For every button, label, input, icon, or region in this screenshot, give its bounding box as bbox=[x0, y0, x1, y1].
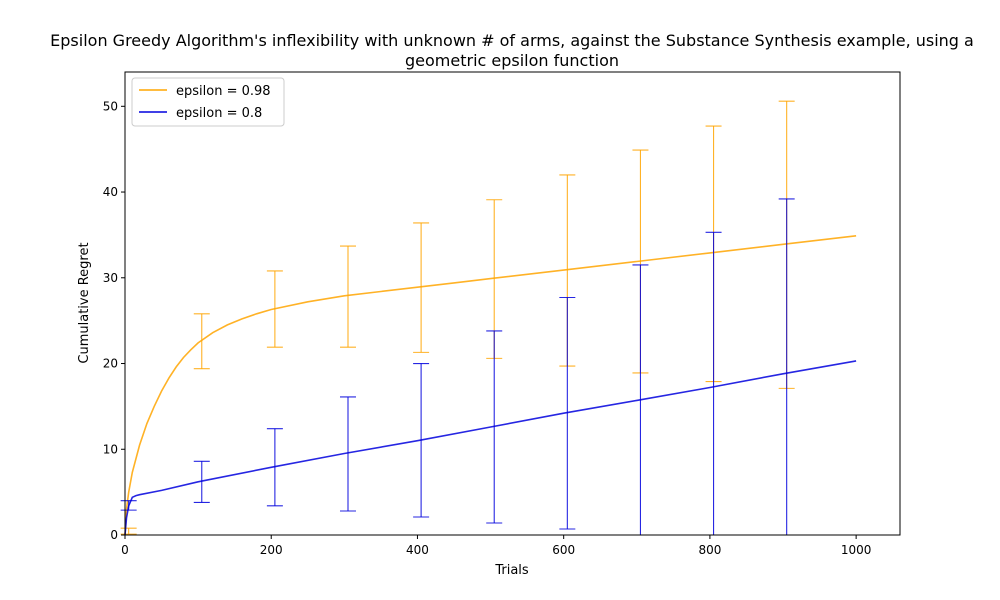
y-tick-label: 50 bbox=[103, 99, 118, 113]
y-tick-label: 0 bbox=[110, 528, 118, 542]
x-axis: 0 200 400 600 800 1000 bbox=[121, 535, 871, 557]
x-tick-label: 200 bbox=[260, 543, 283, 557]
legend: epsilon = 0.98 epsilon = 0.8 bbox=[131, 77, 285, 127]
series-line-epsilon-0-98 bbox=[124, 235, 857, 536]
y-tick-label: 30 bbox=[103, 271, 118, 285]
y-tick-label: 10 bbox=[103, 442, 118, 456]
x-tick-label: 400 bbox=[406, 543, 429, 557]
chart-title-line-2: geometric epsilon function bbox=[405, 51, 619, 70]
x-tick-label: 0 bbox=[121, 543, 129, 557]
series-epsilon-0-98 bbox=[120, 100, 857, 536]
x-tick-label: 1000 bbox=[841, 543, 872, 557]
legend-label-epsilon-098: epsilon = 0.98 bbox=[176, 84, 271, 99]
y-axis-label: Cumulative Regret bbox=[77, 242, 92, 363]
chart-title-line-1: Epsilon Greedy Algorithm's inflexibility… bbox=[50, 31, 974, 50]
y-axis: 0 10 20 30 40 50 bbox=[103, 99, 125, 542]
x-axis-label: Trials bbox=[494, 563, 529, 578]
legend-label-epsilon-08: epsilon = 0.8 bbox=[176, 106, 262, 121]
y-tick-label: 40 bbox=[103, 185, 118, 199]
x-tick-label: 600 bbox=[552, 543, 575, 557]
legend-box bbox=[131, 77, 285, 127]
y-tick-label: 20 bbox=[103, 357, 118, 371]
x-tick-label: 800 bbox=[698, 543, 721, 557]
plot-area bbox=[120, 100, 857, 536]
series-line-epsilon-0-8 bbox=[124, 360, 857, 536]
plot-frame bbox=[124, 71, 901, 536]
